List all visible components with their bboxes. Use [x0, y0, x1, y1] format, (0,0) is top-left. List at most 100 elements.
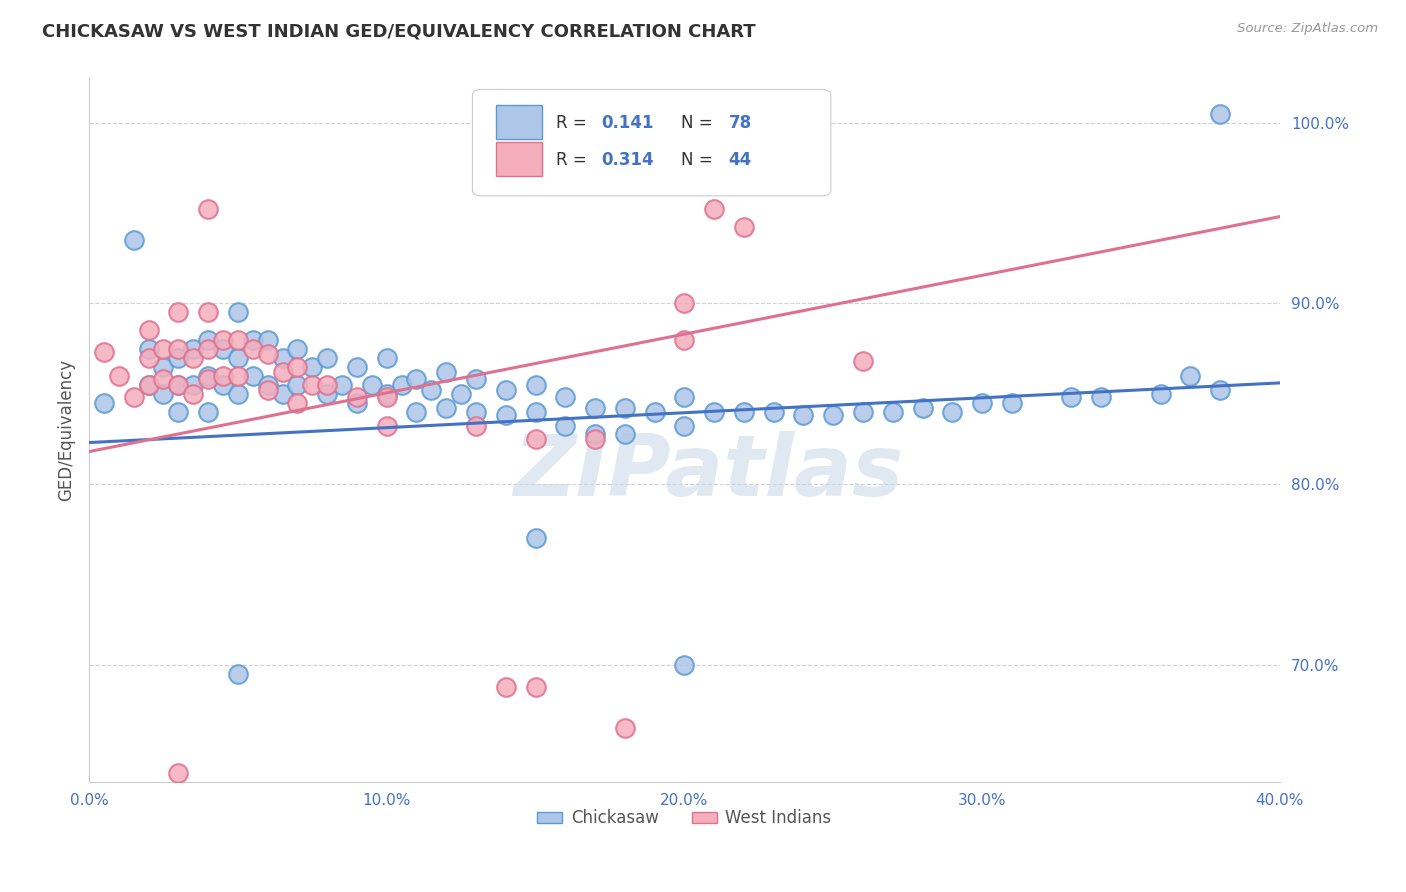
Point: [613, 401, 636, 416]
Point: [375, 386, 398, 401]
Point: [852, 405, 875, 419]
Point: [122, 390, 145, 404]
Point: [375, 419, 398, 434]
Point: [420, 383, 443, 397]
Point: [1090, 390, 1112, 404]
Point: [554, 390, 576, 404]
Point: [1001, 396, 1024, 410]
Point: [226, 368, 249, 383]
Point: [152, 359, 174, 374]
Point: [197, 368, 219, 383]
Point: [226, 351, 249, 365]
Point: [226, 666, 249, 681]
Point: [212, 333, 235, 347]
FancyBboxPatch shape: [496, 143, 541, 176]
Point: [197, 333, 219, 347]
Point: [242, 342, 264, 356]
Point: [181, 342, 204, 356]
Point: [673, 390, 696, 404]
Text: R =: R =: [555, 151, 592, 169]
Point: [256, 333, 278, 347]
Y-axis label: GED/Equivalency: GED/Equivalency: [58, 359, 75, 501]
Text: CHICKASAW VS WEST INDIAN GED/EQUIVALENCY CORRELATION CHART: CHICKASAW VS WEST INDIAN GED/EQUIVALENCY…: [42, 22, 756, 40]
Text: 78: 78: [728, 114, 752, 132]
Point: [405, 405, 427, 419]
Point: [450, 386, 472, 401]
Point: [673, 296, 696, 310]
Point: [346, 359, 368, 374]
Point: [181, 377, 204, 392]
Point: [673, 657, 696, 672]
Point: [301, 359, 323, 374]
Point: [167, 405, 190, 419]
Point: [405, 372, 427, 386]
Text: R =: R =: [555, 114, 592, 132]
Point: [583, 401, 606, 416]
Point: [287, 342, 309, 356]
Point: [152, 342, 174, 356]
Point: [138, 351, 160, 365]
Point: [287, 359, 309, 374]
Point: [122, 233, 145, 247]
Point: [970, 396, 993, 410]
Point: [330, 377, 353, 392]
Point: [181, 351, 204, 365]
Point: [108, 368, 131, 383]
Point: [524, 680, 547, 694]
Point: [197, 372, 219, 386]
Point: [733, 405, 755, 419]
Point: [256, 347, 278, 361]
Point: [703, 405, 725, 419]
Point: [167, 377, 190, 392]
Point: [613, 721, 636, 735]
Point: [316, 377, 339, 392]
Point: [301, 377, 323, 392]
Point: [465, 419, 488, 434]
Legend: Chickasaw, West Indians: Chickasaw, West Indians: [530, 803, 838, 834]
Point: [911, 401, 934, 416]
Point: [167, 342, 190, 356]
FancyBboxPatch shape: [472, 89, 831, 196]
Point: [762, 405, 785, 419]
Point: [167, 766, 190, 780]
Point: [554, 419, 576, 434]
Point: [941, 405, 963, 419]
Text: ZIPatlas: ZIPatlas: [513, 431, 903, 514]
Point: [93, 345, 115, 359]
Point: [197, 305, 219, 319]
Point: [733, 220, 755, 235]
Point: [226, 305, 249, 319]
Point: [1060, 390, 1083, 404]
Text: 0.314: 0.314: [600, 151, 654, 169]
Point: [524, 377, 547, 392]
Point: [197, 202, 219, 217]
Point: [346, 390, 368, 404]
Point: [316, 386, 339, 401]
Point: [212, 377, 235, 392]
Point: [465, 372, 488, 386]
Point: [524, 532, 547, 546]
Text: 0.141: 0.141: [600, 114, 654, 132]
Point: [391, 377, 413, 392]
Point: [167, 351, 190, 365]
Point: [197, 405, 219, 419]
Point: [495, 409, 517, 423]
Point: [242, 333, 264, 347]
Point: [673, 419, 696, 434]
Text: Source: ZipAtlas.com: Source: ZipAtlas.com: [1237, 22, 1378, 36]
Text: 44: 44: [728, 151, 752, 169]
Point: [644, 405, 666, 419]
Point: [1209, 383, 1232, 397]
Point: [212, 368, 235, 383]
Point: [495, 383, 517, 397]
Point: [226, 386, 249, 401]
Point: [93, 396, 115, 410]
Point: [465, 405, 488, 419]
FancyBboxPatch shape: [496, 105, 541, 139]
Point: [434, 401, 457, 416]
Point: [1149, 386, 1171, 401]
Point: [271, 351, 294, 365]
Text: N =: N =: [681, 151, 717, 169]
Point: [495, 680, 517, 694]
Point: [375, 390, 398, 404]
